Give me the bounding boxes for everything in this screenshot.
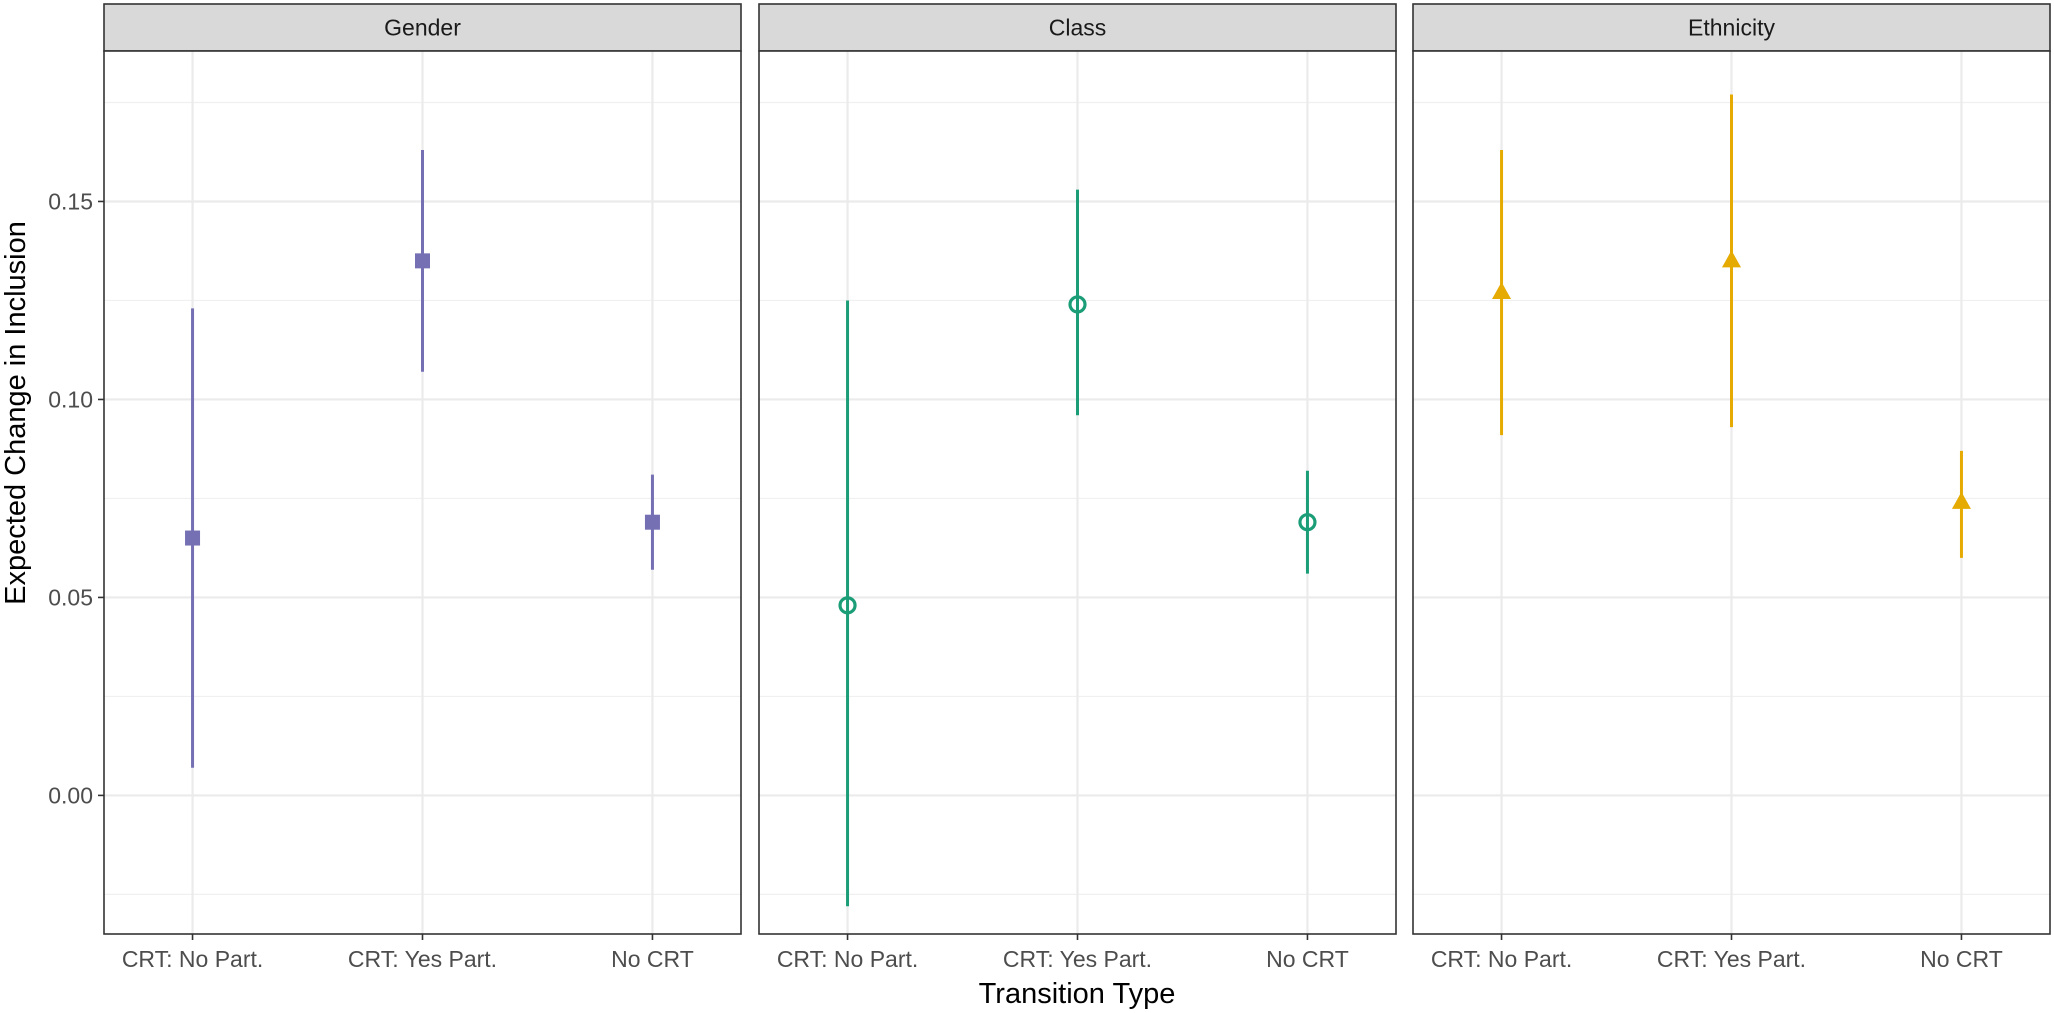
facet-strip xyxy=(103,3,742,52)
estimate-point xyxy=(838,596,857,615)
estimate-point xyxy=(1951,491,1971,509)
x-tick-label: CRT: Yes Part. xyxy=(348,946,497,972)
x-axis-title: Transition Type xyxy=(979,978,1176,1010)
x-tick-label: CRT: No Part. xyxy=(777,946,918,972)
y-axis-title: Expected Change in Inclusion xyxy=(0,221,32,605)
facet-strip-label: Class xyxy=(1049,15,1107,41)
x-tick-label: No CRT xyxy=(1920,946,2003,972)
estimate-point xyxy=(1722,250,1741,268)
y-tick-label: 0.05 xyxy=(48,584,93,610)
estimate-point xyxy=(1492,281,1512,299)
x-tick-label: CRT: No Part. xyxy=(1431,946,1572,972)
estimate-point xyxy=(1298,513,1317,532)
estimate-point xyxy=(644,514,660,530)
facet-panel-class: Class CRT: No Part. CRT: Yes Part. No CRT xyxy=(758,3,1397,972)
y-axis-ticks: 0.00 0.05 0.10 0.15 xyxy=(48,188,104,808)
y-tick-label: 0.10 xyxy=(48,386,93,412)
estimate-point xyxy=(1068,295,1087,314)
y-tick-label: 0.00 xyxy=(48,782,93,808)
facet-strip-label: Gender xyxy=(384,15,461,41)
estimate-point xyxy=(415,253,430,269)
x-tick-label: CRT: Yes Part. xyxy=(1003,946,1152,972)
facet-strip xyxy=(1412,3,2051,52)
facet-strip-label: Ethnicity xyxy=(1688,15,1775,41)
facet-panel-gender: Gender CRT: No Part. CRT: Yes Part. No CRT xyxy=(103,3,742,972)
x-tick-label: CRT: Yes Part. xyxy=(1657,946,1806,972)
y-tick-label: 0.15 xyxy=(48,188,93,214)
x-tick-label: CRT: No Part. xyxy=(122,946,263,972)
estimate-point xyxy=(185,530,201,546)
facet-strip xyxy=(758,3,1397,52)
facet-panel-ethnicity: Ethnicity CRT: No Part. CRT: Yes Part. No C… xyxy=(1412,3,2051,972)
x-tick-label: No CRT xyxy=(611,946,694,972)
x-tick-label: No CRT xyxy=(1266,946,1349,972)
